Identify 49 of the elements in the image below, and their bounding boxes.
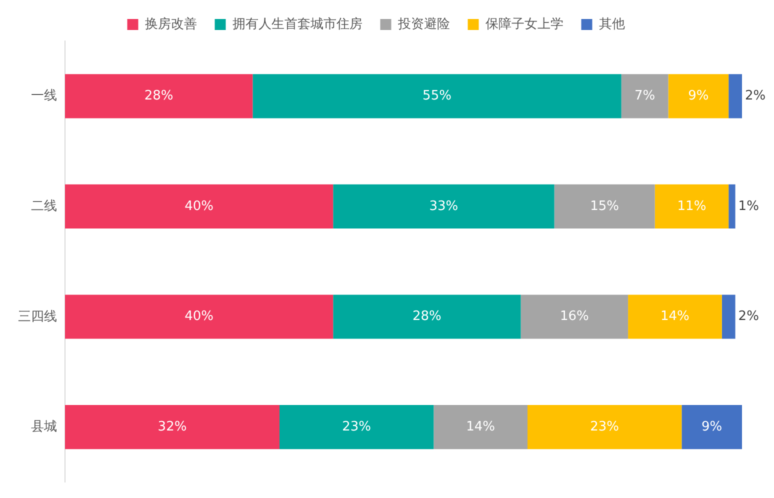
data-label: 32%	[158, 419, 187, 434]
data-label: 14%	[660, 309, 690, 324]
legend-label: 换房改善	[144, 16, 197, 32]
y-tick-label: 二线	[31, 198, 57, 214]
data-label: 55%	[422, 88, 452, 104]
bar	[65, 294, 334, 339]
data-label: 33%	[429, 198, 458, 214]
y-tick-label: 县城	[31, 418, 57, 434]
data-label: 15%	[590, 198, 620, 214]
data-label: 1%	[738, 198, 759, 214]
y-tick-label: 一线	[31, 88, 57, 103]
data-label: 28%	[412, 309, 442, 324]
bar	[252, 74, 622, 118]
y-tick-label: 三四线	[18, 308, 57, 324]
bar	[528, 404, 682, 450]
data-label: 11%	[677, 198, 706, 214]
bar	[65, 184, 334, 229]
legend-label: 拥有人生首套城市住房	[232, 16, 362, 32]
bar	[628, 294, 722, 339]
bar	[654, 184, 729, 229]
data-label: 16%	[560, 309, 589, 324]
data-label: 40%	[184, 309, 214, 324]
data-label: 9%	[688, 88, 709, 104]
bar	[554, 184, 655, 229]
bar	[333, 184, 554, 229]
bar	[722, 294, 736, 339]
data-label: 14%	[466, 419, 496, 434]
bar	[621, 74, 668, 118]
bar	[65, 404, 280, 450]
bar	[279, 404, 434, 450]
bar	[728, 74, 742, 118]
data-label: 2%	[745, 88, 766, 104]
data-label: 23%	[342, 419, 372, 434]
bar	[728, 184, 736, 229]
bar	[333, 294, 521, 339]
bar	[682, 404, 742, 450]
bar	[520, 294, 628, 339]
bar	[434, 404, 528, 450]
data-label: 9%	[702, 419, 722, 434]
data-label: 2%	[738, 309, 759, 324]
legend-label: 投资避险	[396, 16, 450, 32]
data-label: 40%	[184, 198, 214, 214]
bar	[668, 74, 729, 118]
data-label: 28%	[144, 88, 174, 104]
data-label: 7%	[634, 88, 656, 104]
data-label: 23%	[590, 419, 620, 434]
legend-label: 保障子女上学	[485, 16, 564, 32]
bar	[65, 74, 253, 118]
legend-label: 其他	[598, 16, 625, 32]
